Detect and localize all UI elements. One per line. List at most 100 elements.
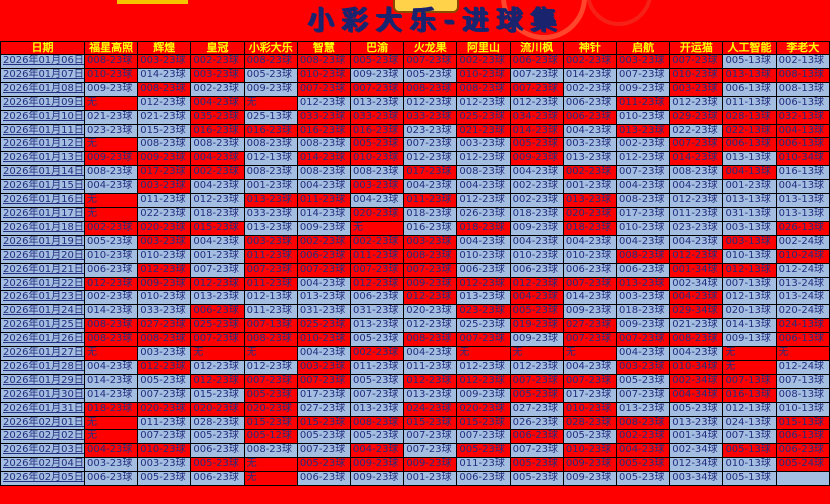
prediction-cell: 004-23球 xyxy=(509,234,564,250)
prediction-cell: 003-23球 xyxy=(137,457,192,473)
prediction-cell: 028-23球 xyxy=(562,415,618,431)
prediction-cell: 007-13球 xyxy=(243,318,298,334)
prediction-cell: 014-23球 xyxy=(83,387,139,403)
date-cell[interactable]: 2026年01月08日 xyxy=(0,81,85,97)
table-row: 2026年02月04日 003-23球 003-23球 005-23球无 005-23球… xyxy=(0,457,830,473)
prediction-cell: 006-23球 xyxy=(296,471,352,487)
prediction-cell: 013-23球 xyxy=(616,401,671,417)
prediction-cell: 003-13球 xyxy=(722,220,777,236)
date-cell[interactable]: 2026年01月24日 xyxy=(0,304,85,320)
prediction-cell: 010-23球 xyxy=(616,109,671,125)
prediction-cell-none: 无 xyxy=(562,346,618,361)
prediction-cell: 018-23球 xyxy=(456,220,511,236)
prediction-cell: 004-23球 xyxy=(616,346,671,361)
date-cell[interactable]: 2026年01月21日 xyxy=(0,262,85,278)
prediction-cell: 008-23球 xyxy=(616,193,671,208)
prediction-cell: 013-23球 xyxy=(562,193,618,208)
date-cell[interactable]: 2026年01月12日 xyxy=(0,137,85,153)
prediction-cell: 011-23球 xyxy=(403,193,458,208)
prediction-cell: 005-23球 xyxy=(616,457,671,473)
prediction-cell: 012-23球 xyxy=(509,95,564,111)
date-cell[interactable]: 2026年02月04日 xyxy=(0,457,85,473)
header-row: 日期 福星高照 辉煌 皇冠 小彩大乐 智慧 巴渝 火龙果 阿里山 流川枫 神针 启航 开运猫 人工智能 李老… xyxy=(0,41,830,55)
prediction-cell: 007-23球 xyxy=(350,387,405,403)
date-cell[interactable]: 2026年02月02日 xyxy=(0,429,85,445)
prediction-cell: 001-34球 xyxy=(669,262,724,278)
prediction-cell: 013-24球 xyxy=(775,290,830,306)
prediction-cell: 010-23球 xyxy=(137,248,192,264)
prediction-cell: 027-23球 xyxy=(509,401,564,417)
date-cell[interactable]: 2026年01月30日 xyxy=(0,387,85,403)
date-cell[interactable]: 2026年02月03日 xyxy=(0,443,85,459)
prediction-cell: 023-23球 xyxy=(83,123,139,139)
prediction-cell: 018-23球 xyxy=(403,206,458,222)
date-cell[interactable]: 2026年01月22日 xyxy=(0,276,85,292)
prediction-cell: 029-23球 xyxy=(669,109,724,125)
prediction-cell: 005-23球 xyxy=(350,332,405,348)
prediction-cell: 002-23球 xyxy=(616,137,671,153)
prediction-cell: 012-23球 xyxy=(669,248,724,264)
date-cell[interactable]: 2026年01月20日 xyxy=(0,248,85,264)
prediction-cell-none: 无 xyxy=(722,359,777,375)
column-header-tipster: 皇冠 xyxy=(190,41,245,55)
prediction-cell: 013-23球 xyxy=(403,387,458,403)
date-cell[interactable]: 2026年01月18日 xyxy=(0,220,85,236)
table-row: 2026年01月28日 004-23球 012-23球 012-23球 012-23球 0… xyxy=(0,359,830,375)
date-cell[interactable]: 2026年01月06日 xyxy=(0,54,85,69)
date-cell[interactable]: 2026年01月25日 xyxy=(0,318,85,334)
date-cell[interactable]: 2026年02月05日 xyxy=(0,471,85,487)
date-cell[interactable]: 2026年01月19日 xyxy=(0,234,85,250)
prediction-cell: 010-23球 xyxy=(616,220,671,236)
prediction-cell: 003-23球 xyxy=(403,234,458,250)
table-row: 2026年01月24日 014-23球 033-23球 006-23球 011-23球 0… xyxy=(0,304,830,320)
prediction-cell: 010-34球 xyxy=(775,151,830,167)
date-cell[interactable]: 2026年01月29日 xyxy=(0,373,85,389)
date-cell[interactable]: 2026年01月27日 xyxy=(0,346,85,361)
prediction-cell: 002-23球 xyxy=(190,54,245,69)
date-cell[interactable]: 2026年01月13日 xyxy=(0,151,85,167)
prediction-cell: 007-23球 xyxy=(456,429,511,445)
prediction-cell: 013-23球 xyxy=(350,401,405,417)
prediction-cell: 011-23球 xyxy=(350,359,405,375)
prediction-cell: 012-23球 xyxy=(456,276,511,292)
prediction-cell: 005-12球 xyxy=(243,429,298,445)
prediction-cell-none: 无 xyxy=(83,95,139,111)
date-cell[interactable]: 2026年01月31日 xyxy=(0,401,85,417)
prediction-cell: 008-23球 xyxy=(669,332,724,348)
date-cell[interactable]: 2026年01月07日 xyxy=(0,67,85,83)
prediction-cell-none: 无 xyxy=(775,346,830,361)
date-cell[interactable]: 2026年01月14日 xyxy=(0,165,85,181)
prediction-cell: 004-23球 xyxy=(350,443,405,459)
prediction-cell: 013-23球 xyxy=(296,290,352,306)
prediction-cell: 009-23球 xyxy=(616,318,671,334)
date-cell[interactable]: 2026年01月15日 xyxy=(0,179,85,195)
prediction-cell: 027-23球 xyxy=(296,401,352,417)
prediction-cell: 010-23球 xyxy=(296,67,352,83)
prediction-cell: 011-23球 xyxy=(137,415,192,431)
prediction-cell: 013-23球 xyxy=(350,318,405,334)
date-cell[interactable]: 2026年01月23日 xyxy=(0,290,85,306)
prediction-cell: 026-23球 xyxy=(456,206,511,222)
date-cell[interactable]: 2026年01月16日 xyxy=(0,193,85,208)
prediction-cell: 021-23球 xyxy=(137,109,192,125)
prediction-cell: 004-23球 xyxy=(83,443,139,459)
prediction-cell: 008-23球 xyxy=(669,165,724,181)
prediction-cell: 005-23球 xyxy=(616,373,671,389)
prediction-cell: 004-13球 xyxy=(775,179,830,195)
prediction-cell: 007-23球 xyxy=(509,81,564,97)
date-cell[interactable]: 2026年01月11日 xyxy=(0,123,85,139)
prediction-cell: 005-23球 xyxy=(509,471,564,487)
date-cell[interactable]: 2026年01月10日 xyxy=(0,109,85,125)
prediction-cell: 009-23球 xyxy=(509,220,564,236)
date-cell[interactable]: 2026年01月28日 xyxy=(0,359,85,375)
prediction-cell: 015-13球 xyxy=(775,415,830,431)
date-cell[interactable]: 2026年02月01日 xyxy=(0,415,85,431)
date-cell[interactable]: 2026年01月09日 xyxy=(0,95,85,111)
date-cell[interactable]: 2026年01月26日 xyxy=(0,332,85,348)
date-cell[interactable]: 2026年01月17日 xyxy=(0,206,85,222)
prediction-cell: 012-23球 xyxy=(243,359,298,375)
prediction-cell: 005-24球 xyxy=(775,457,830,473)
prediction-cell: 012-13球 xyxy=(722,290,777,306)
column-header-tipster: 流川枫 xyxy=(509,41,564,55)
prediction-cell: 020-23球 xyxy=(243,401,298,417)
